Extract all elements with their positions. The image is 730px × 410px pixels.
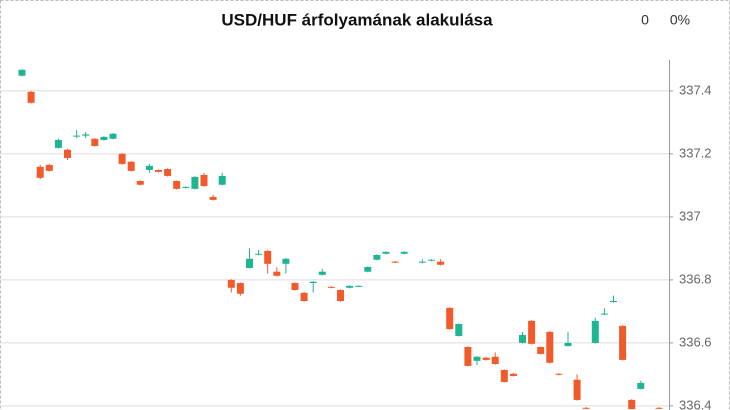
candle-body	[573, 379, 581, 400]
candle-body	[82, 134, 90, 136]
candle-body	[91, 138, 99, 147]
candle-body	[218, 175, 226, 185]
candle-body	[264, 250, 272, 264]
candle-body	[491, 356, 499, 365]
candle-body	[255, 253, 263, 255]
candle-body	[582, 407, 590, 409]
y-tick-label: 337.2	[679, 145, 712, 160]
candle-body	[418, 261, 426, 263]
y-tick-label: 336.6	[679, 334, 712, 349]
candle-body	[145, 165, 153, 170]
candle-body	[246, 258, 253, 268]
candle-body	[109, 133, 117, 139]
candle-body	[173, 180, 181, 189]
candle-body	[373, 255, 381, 260]
candle-body	[155, 169, 162, 172]
candle-body	[655, 407, 663, 409]
candle-body	[300, 292, 308, 301]
candle-body	[127, 161, 135, 171]
candle-body	[364, 266, 372, 272]
candle-body	[446, 307, 454, 330]
candle-body	[528, 320, 536, 344]
candle-body	[36, 166, 44, 178]
candle-body	[64, 149, 71, 158]
candle-body	[18, 69, 26, 76]
candle-body	[555, 373, 563, 375]
candle-body	[600, 313, 608, 315]
candle-body	[45, 164, 53, 171]
candle-body	[391, 261, 399, 263]
candle-body	[182, 186, 190, 188]
candle-body	[318, 271, 326, 275]
candle-body	[136, 180, 144, 185]
candle-body	[327, 286, 335, 288]
candle-body	[337, 289, 344, 301]
candle-body	[519, 335, 526, 343]
y-tick-label: 336.8	[679, 271, 712, 286]
candle-body	[100, 136, 108, 141]
candle-body	[464, 346, 472, 366]
candle-body	[200, 174, 208, 187]
candle-body	[73, 135, 81, 137]
candle-body	[118, 153, 126, 164]
chart-title: USD/HUF árfolyamának alakulása	[221, 10, 493, 29]
candle-body	[437, 261, 445, 265]
candle-body	[546, 331, 554, 363]
candle-body	[191, 176, 199, 189]
candle-body	[355, 285, 363, 287]
candle-body	[537, 346, 545, 354]
change-pct: 0%	[670, 12, 690, 28]
change: 0	[641, 12, 649, 28]
candle-body	[282, 258, 290, 264]
candle-body	[628, 399, 636, 410]
candle-body	[500, 369, 508, 382]
candle-body	[619, 325, 627, 360]
candle-body	[455, 323, 463, 336]
candle-body	[27, 91, 35, 103]
candle-body	[164, 169, 172, 176]
candle-body	[637, 382, 645, 389]
candle-body	[273, 271, 281, 276]
candle-body	[428, 259, 435, 261]
candle-body	[473, 356, 481, 361]
candle-body	[54, 140, 62, 148]
candle-body	[509, 373, 517, 376]
candle-body	[346, 285, 354, 288]
candle-body	[591, 320, 599, 343]
candle-body	[209, 197, 217, 200]
candle-body	[291, 283, 299, 290]
candle-body	[400, 251, 408, 254]
y-tick-label: 337.4	[679, 82, 712, 97]
candle-body	[610, 300, 617, 302]
candle-body	[227, 279, 235, 288]
candle-body	[564, 342, 572, 347]
candle-body	[382, 251, 390, 254]
y-tick-label: 336.4	[679, 397, 712, 410]
y-tick-label: 337	[679, 208, 701, 223]
candle-body	[482, 357, 490, 360]
candle-body	[309, 281, 317, 284]
candle-body	[236, 283, 244, 294]
